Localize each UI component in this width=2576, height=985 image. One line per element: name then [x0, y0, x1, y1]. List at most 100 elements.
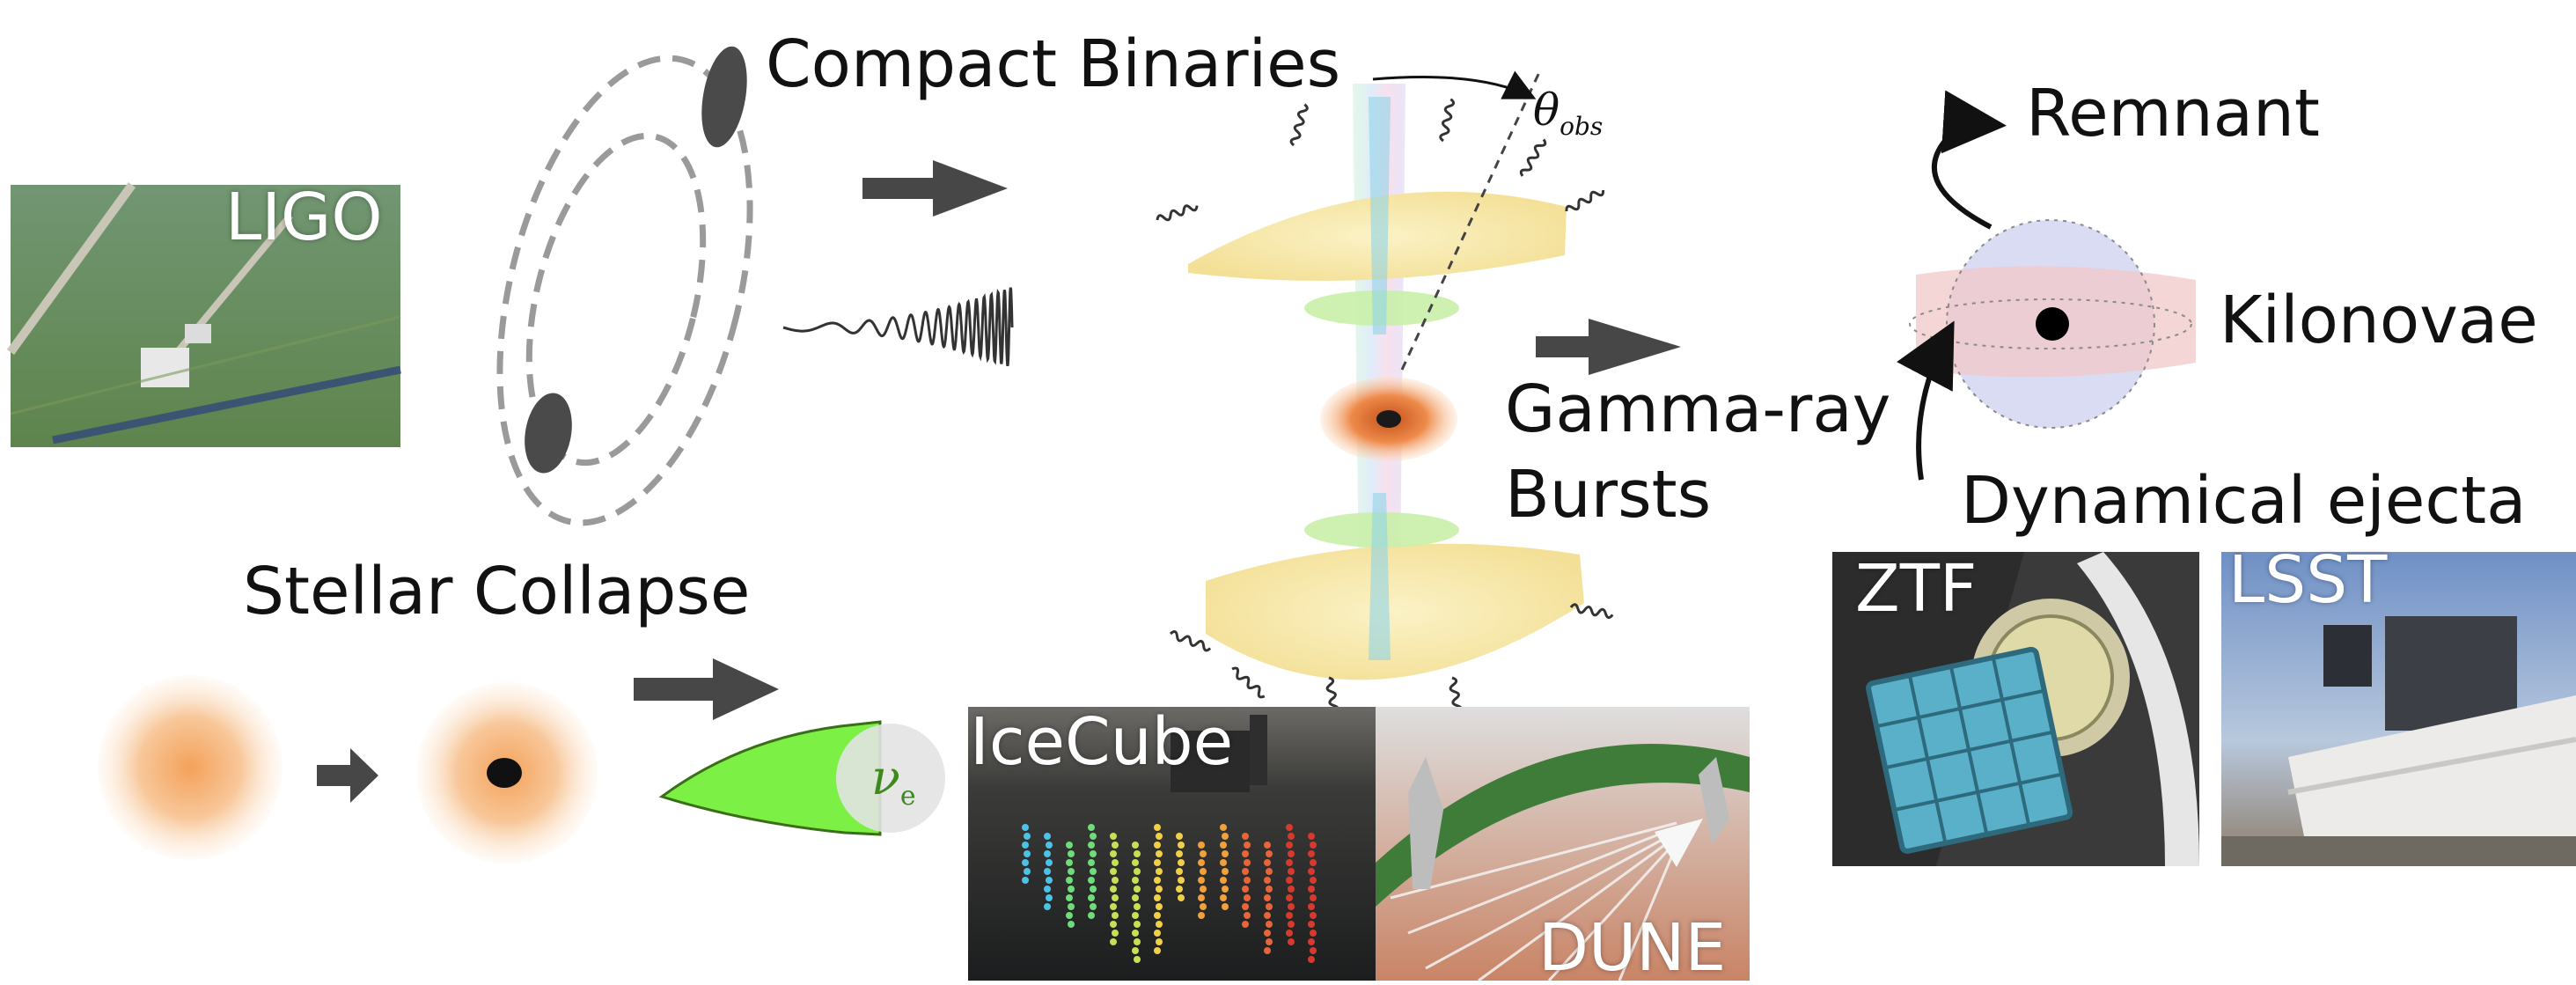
detector-hit [1244, 877, 1251, 884]
detector-hit [1178, 877, 1185, 884]
detector-hit [1264, 947, 1271, 954]
gravitational-wave-chirp [782, 287, 1014, 367]
remnant-core [2036, 307, 2069, 341]
detector-hit [1178, 894, 1185, 901]
detector-hit [1134, 956, 1141, 963]
detector-hit [1156, 868, 1163, 875]
detector-hit [1046, 842, 1053, 849]
detector-hit [1176, 886, 1183, 893]
photo-label-dune: DUNE [1538, 910, 1727, 985]
detector-hit [1156, 833, 1163, 840]
observer-line [1400, 70, 1542, 371]
detector-hit [1264, 877, 1271, 884]
neutrino-subscript: e [899, 780, 916, 812]
remnant-arrow [1931, 90, 2007, 230]
kilonova [1897, 90, 2196, 481]
detector-hit [1088, 859, 1095, 866]
detector-hit [1090, 903, 1097, 910]
detector-hit [1112, 877, 1119, 884]
detector-hit [1090, 833, 1097, 840]
detector-hit [1066, 877, 1073, 884]
detector-hit [1176, 833, 1183, 840]
detector-hit [1200, 850, 1207, 857]
arrow-to-neutrino [634, 658, 779, 720]
neutrino-bubble [836, 724, 945, 833]
detector-hit [1264, 912, 1271, 919]
detector-hit [1200, 903, 1207, 910]
arrow-binary-to-grb [862, 160, 1008, 217]
detector-hit [1112, 842, 1119, 849]
label-dynamical-ejecta: Dynamical ejecta [1961, 463, 2527, 539]
photo-label-ligo: LIGO [225, 180, 383, 255]
detector-hit [1044, 850, 1051, 857]
detector-hit [1264, 842, 1271, 849]
theta-subscript: obs [1560, 112, 1604, 141]
detector-hit [1286, 930, 1293, 937]
detector-hit [1068, 921, 1075, 928]
emission-squiggle [1565, 189, 1605, 212]
detector-hit [1154, 859, 1161, 866]
detector-hit [1022, 877, 1029, 884]
collapsed-core [487, 758, 522, 788]
detector-hit [1110, 833, 1117, 840]
arrow-star-to-collapse [317, 748, 378, 803]
detector-hit [1288, 903, 1295, 910]
detector-hit [1068, 850, 1075, 857]
detector-hit [1310, 930, 1317, 937]
detector-hit [1244, 859, 1251, 866]
detector-hit [1112, 912, 1119, 919]
detector-hit [1310, 842, 1317, 849]
detector-hit [1088, 877, 1095, 884]
ztf-photo [1832, 552, 2199, 866]
detector-hit [1286, 842, 1293, 849]
detector-hit [1286, 912, 1293, 919]
arrow-grb-to-kilonova [1536, 319, 1681, 375]
dune-photo [1376, 707, 1750, 982]
detector-hit [1222, 833, 1229, 840]
detector-hit [1200, 886, 1207, 893]
detector-hit [1244, 912, 1251, 919]
photo-label-lsst: LSST [2228, 542, 2388, 618]
emission-squiggle [1169, 630, 1212, 652]
detector-hit [1134, 921, 1141, 928]
detector-hit [1310, 894, 1317, 901]
detector-hit [1110, 868, 1117, 875]
detector-hit [1308, 956, 1315, 963]
detector-hit [1308, 850, 1315, 857]
detector-hit [1134, 938, 1141, 945]
detector-hit [1154, 930, 1161, 937]
detector-hit [1156, 850, 1163, 857]
detector-hit [1090, 850, 1097, 857]
detector-hit [1286, 894, 1293, 901]
detector-hit [1132, 894, 1139, 901]
detector-hit [1288, 850, 1295, 857]
detector-hit [1088, 842, 1095, 849]
detector-hit [1310, 859, 1317, 866]
detector-hit [1110, 850, 1117, 857]
detector-hit [1242, 886, 1249, 893]
detector-hit [1198, 894, 1205, 901]
detector-hit [1112, 859, 1119, 866]
detector-hit [1220, 824, 1227, 831]
detector-hit [1110, 921, 1117, 928]
central-black-hole [1376, 410, 1401, 428]
detector-hit [1264, 859, 1271, 866]
detector-hit [1178, 842, 1185, 849]
grb-structure [1188, 70, 1584, 680]
binary-orbit [496, 46, 753, 526]
detector-hit [1154, 842, 1161, 849]
detector-hit [1220, 859, 1227, 866]
emission-squiggle [1289, 103, 1309, 147]
detector-hit [1266, 886, 1273, 893]
emission-squiggle [1156, 204, 1199, 222]
ligo-photo [6, 182, 401, 447]
detector-hit [1198, 842, 1205, 849]
detector-hit [1112, 894, 1119, 901]
detector-hit [1266, 850, 1273, 857]
detector-hit [1046, 894, 1053, 901]
detector-hit [1220, 894, 1227, 901]
detector-hit [1134, 850, 1141, 857]
detector-hit [1222, 850, 1229, 857]
lsst-photo [2221, 552, 2576, 866]
